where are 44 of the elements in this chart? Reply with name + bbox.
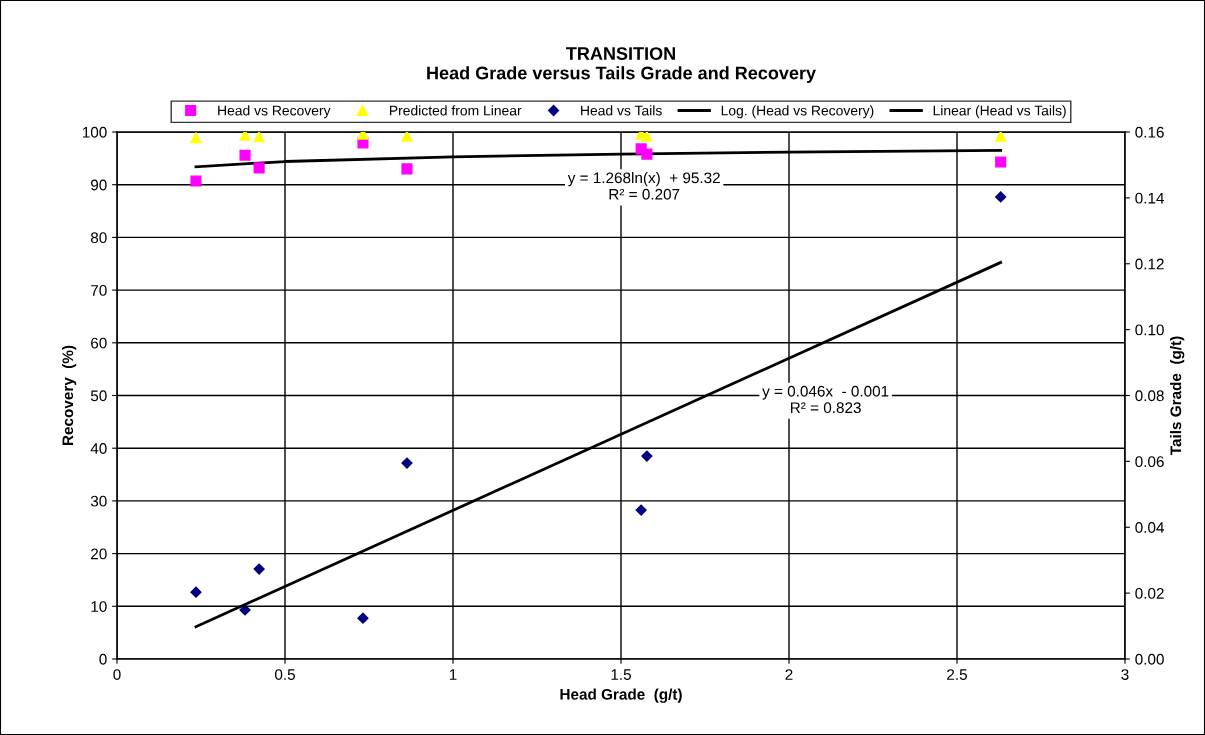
legend-label: Log. (Head vs Recovery) [721,105,874,119]
y-tick-label: 20 [91,548,107,560]
point [995,191,1007,203]
point [635,504,647,516]
x-tick-label: 1 [449,669,457,680]
y2-axis-title: Tails Grade (g/t) [1170,336,1185,456]
legend-label: Linear (Head vs Tails) [933,105,1066,119]
x-tick-label: 2.5 [947,669,967,680]
y-tick-label: 0 [99,653,107,665]
y2-tick-label: 0.12 [1135,258,1164,270]
y2-tick-label: 0.06 [1135,456,1164,468]
annotation: y = 0.046x - 0.001 R² = 0.823 [762,385,889,414]
y2-tick-label: 0.04 [1135,522,1165,533]
chart-title: TRANSITION Head Grade versus Tails Grade and Recovery [427,47,816,83]
y-tick-label: 40 [90,443,107,454]
x-tick-label: 0 [113,669,121,680]
point [253,563,265,575]
legend-label: Predicted from Linear [389,105,522,116]
legend-label: Head vs Recovery [218,105,331,119]
y2-tick-label: 0.14 [1135,192,1165,204]
x-tick-label: 3 [1121,669,1129,680]
y-axis-title: Recovery (%) [61,345,77,445]
x-tick-label: 0.5 [274,669,295,680]
y-tick-label: 70 [91,284,107,296]
y-tick-label: 100 [82,126,107,138]
y-tick-label: 10 [91,601,107,612]
y-tick-label: 80 [90,232,107,244]
y2-tick-label: 0.00 [1135,653,1164,665]
y-tick-label: 50 [90,390,107,402]
y-tick-label: 60 [91,337,107,349]
point [190,586,202,598]
x-axis-title: Head Grade (g/t) [560,688,682,703]
x-tick-label: 2 [785,669,793,680]
y-tick-label: 30 [90,495,107,507]
y2-tick-label: 0.02 [1135,587,1164,599]
y2-tick-label: 0.08 [1135,390,1164,402]
point [357,612,369,624]
annotation: y = 1.268ln(x) + 95.32 R² = 0.207 [567,171,720,200]
y2-tick-label: 0.16 [1135,126,1164,138]
legend-label: Head vs Tails [581,105,662,116]
point [641,450,653,462]
y2-tick-label: 0.10 [1135,324,1164,336]
x-tick-label: 1.5 [611,669,631,680]
y-tick-label: 90 [91,179,107,191]
